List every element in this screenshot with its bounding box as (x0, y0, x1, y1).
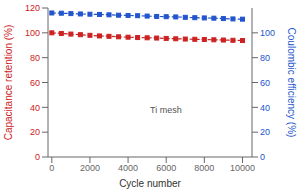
svg-text:8000: 8000 (194, 163, 214, 173)
html-text:Ti mesh: Ti mesh (150, 105, 182, 115)
svg-text:80: 80 (30, 53, 40, 63)
svg-text:60: 60 (260, 78, 270, 88)
svg-text:40: 40 (30, 103, 40, 113)
svg-text:0: 0 (35, 152, 40, 162)
svg-text:120: 120 (25, 3, 40, 13)
svg-text:80: 80 (260, 53, 270, 63)
svg-text:100: 100 (25, 28, 40, 38)
svg-text:2000: 2000 (80, 163, 100, 173)
svg-text:Capacitance retention (%): Capacitance retention (%) (3, 25, 14, 141)
svg-text:Coulombic efficiency (%): Coulombic efficiency (%) (286, 28, 297, 138)
svg-text:0: 0 (260, 152, 265, 162)
svg-text:20: 20 (260, 127, 270, 137)
svg-text:0: 0 (49, 163, 54, 173)
svg-text:60: 60 (30, 78, 40, 88)
svg-text:4000: 4000 (118, 163, 138, 173)
svg-text:100: 100 (260, 28, 275, 38)
svg-text:40: 40 (260, 103, 270, 113)
svg-text:6000: 6000 (156, 163, 176, 173)
svg-text:Cycle number: Cycle number (119, 178, 181, 189)
svg-text:20: 20 (30, 127, 40, 137)
svg-text:10000: 10000 (230, 163, 255, 173)
